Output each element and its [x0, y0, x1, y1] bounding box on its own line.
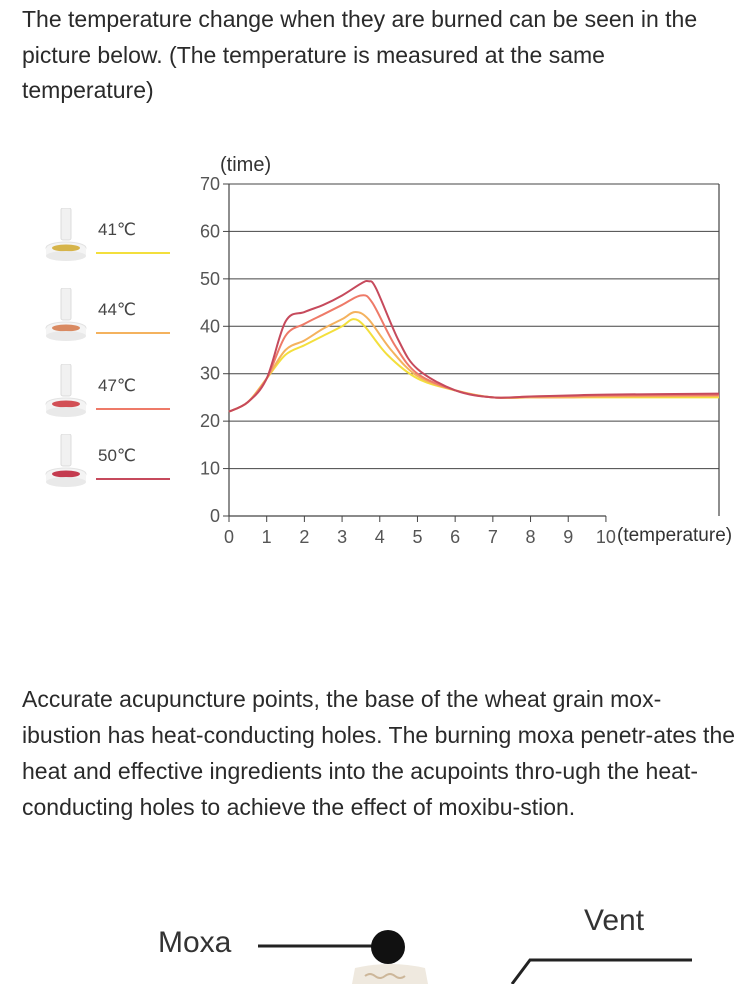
- legend-line: [96, 408, 170, 410]
- series-line-4: [228, 279, 720, 413]
- x-tick-label: 9: [563, 527, 573, 547]
- line-chart: 0 10 20 30 40 50 60 70 0 1 2 3 4 5 6 7 8 9 10 (time) (temp…: [200, 154, 732, 547]
- legend-label: 44℃: [98, 300, 137, 319]
- chart-series: [228, 279, 720, 413]
- x-tick-label: 0: [224, 527, 234, 547]
- x-axis-title: (temperature): [617, 525, 732, 546]
- intro-text: The temperature change when they are bur…: [22, 6, 698, 103]
- y-tick-label: 50: [200, 269, 220, 289]
- moxa-cone-icon: [45, 364, 87, 417]
- y-tick-label: 70: [200, 174, 220, 194]
- vent-pointer-line: [510, 958, 692, 984]
- x-tick-label: 5: [412, 527, 422, 547]
- legend-label: 47℃: [98, 376, 137, 395]
- x-tick-label: 3: [337, 527, 347, 547]
- moxa-cone-icon: [45, 288, 87, 341]
- y-tick-label: 60: [200, 221, 220, 241]
- x-tick-label: 6: [450, 527, 460, 547]
- legend-item-41: 41℃: [40, 208, 174, 278]
- x-tick-label: 10: [596, 527, 616, 547]
- legend-line: [96, 332, 170, 334]
- x-tick-label: 7: [488, 527, 498, 547]
- x-tick-label: 8: [526, 527, 536, 547]
- moxa-label: Moxa: [158, 926, 232, 959]
- chart-ticks: 0 10 20 30 40 50 60 70 0 1 2 3 4 5 6 7 8 9 10: [200, 174, 616, 547]
- legend-label: 41℃: [98, 220, 137, 239]
- vent-label: Vent: [584, 904, 645, 937]
- moxa-cone-icon: [45, 208, 87, 261]
- y-tick-label: 30: [200, 364, 220, 384]
- legend-item-47: 47℃: [40, 364, 174, 434]
- x-tick-label: 2: [299, 527, 309, 547]
- series-line-2: [228, 311, 720, 413]
- description-text: Accurate acupuncture points, the base of…: [22, 686, 736, 820]
- y-tick-label: 10: [200, 459, 220, 479]
- moxa-pointer-dot: [371, 930, 405, 964]
- y-axis-title: (time): [220, 154, 271, 176]
- legend-line: [96, 252, 170, 254]
- moxa-cone-icon: [45, 434, 87, 487]
- icon-ring: [52, 244, 80, 252]
- y-tick-label: 0: [210, 506, 220, 526]
- legend-item-50: 50℃: [40, 434, 174, 504]
- moxa-cone-texture: [364, 973, 406, 979]
- legend-line: [96, 478, 170, 480]
- chart-grid: [229, 183, 719, 470]
- x-tick-label: 4: [375, 527, 385, 547]
- legend-label: 50℃: [98, 446, 137, 465]
- y-tick-label: 20: [200, 411, 220, 431]
- y-tick-label: 40: [200, 316, 220, 336]
- x-tick-label: 1: [262, 527, 272, 547]
- legend-item-44: 44℃: [40, 288, 174, 358]
